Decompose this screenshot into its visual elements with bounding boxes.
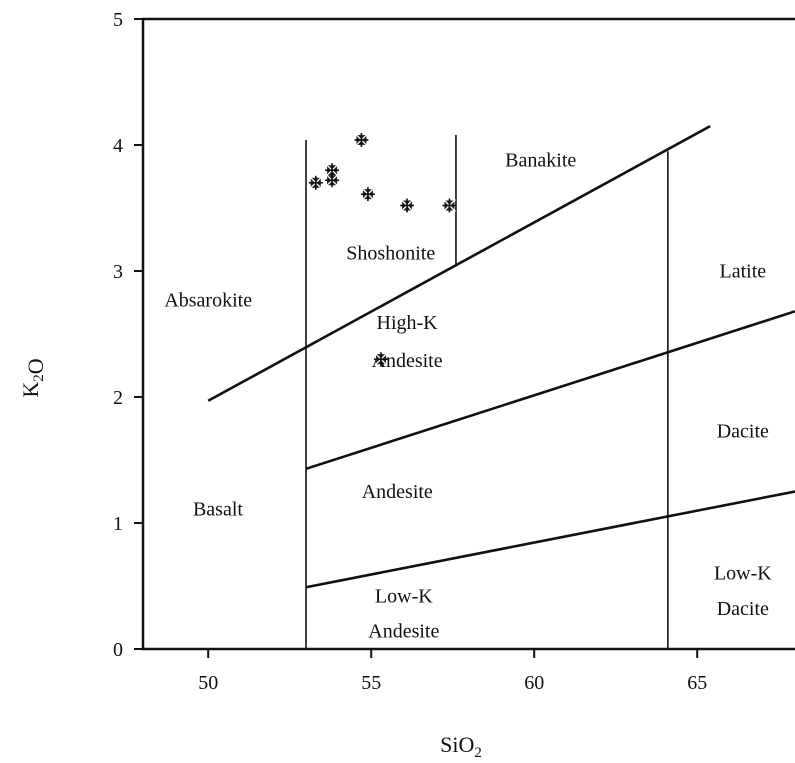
field-label: Low-K [714,563,772,585]
x-tick-label: 50 [198,672,218,694]
y-axis-title: K2O [18,358,48,397]
classification-boundary-line [207,124,711,402]
data-point [325,163,340,178]
field-label: Andesite [368,621,439,643]
field-label: Latite [720,260,767,282]
classification-boundary-line [305,490,795,589]
y-tick-label: 0 [113,639,123,661]
y-tick-label: 1 [113,513,123,535]
data-point [360,187,375,202]
data-point [354,132,369,147]
field-label: Shoshonite [346,243,435,265]
field-label: Dacite [717,598,769,620]
field-label: Low-K [375,585,433,607]
y-tick-label: 2 [113,387,123,409]
field-label: Andesite [362,481,433,503]
data-point [400,198,415,213]
data-point [308,175,323,190]
data-point [325,173,340,188]
boundary-lines [207,124,795,649]
region-labels: Banakite Shoshonite Absarokite Latite High-K… [164,149,772,642]
data-point [442,198,457,213]
x-tick-label: 60 [524,672,544,694]
y-tick-label: 4 [113,135,123,157]
field-label: Absarokite [164,289,252,311]
field-label: Andesite [372,350,443,372]
plot-frame [141,17,795,651]
x-axis-title: SiO2 [440,732,482,761]
field-label: Banakite [505,149,576,171]
axis-ticks: 50 55 60 65 0 1 2 3 4 5 [113,9,707,694]
classification-boundary-line [305,310,795,471]
x-tick-label: 65 [687,672,707,694]
axes-frame [141,17,795,651]
field-label: Basalt [193,498,243,520]
data-points [308,132,457,367]
y-tick-label: 5 [113,9,123,31]
x-tick-label: 55 [361,672,381,694]
y-tick-label: 3 [113,261,123,283]
field-label: High-K [377,312,439,334]
field-label: Dacite [717,420,769,442]
data-point [373,352,388,367]
